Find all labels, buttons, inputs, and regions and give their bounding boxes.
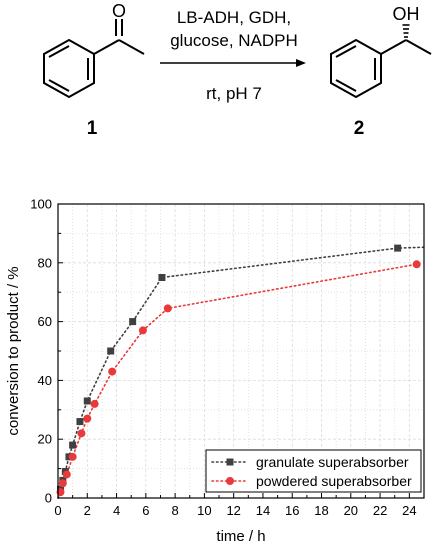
powdered-data-point [163,304,172,313]
x-tick-label: 22 [373,503,387,518]
reaction-scheme: O 1 LB-ADH, GDH, glucose, NADPH rt, pH 7… [43,1,432,139]
x-tick-label: 12 [226,503,240,518]
granulate-data-point [158,274,166,281]
granulate-data-point [107,347,115,355]
x-tick-label: 20 [344,503,358,518]
powdered-data-point [83,414,92,423]
reagents-line-1: LB-ADH, GDH, [177,8,291,27]
powdered-legend-marker [226,477,234,485]
x-tick-label: 14 [256,503,270,518]
x-tick-label: 18 [314,503,328,518]
x-tick-label: 16 [285,503,299,518]
granulate-data-point [83,397,91,405]
powdered-data-point [77,429,86,438]
y-tick-label: 60 [38,314,52,329]
compound-2-structure [330,38,432,99]
reaction-arrow [160,59,306,67]
powdered-data-point [62,470,71,479]
compound-1-oxygen: O [112,1,126,21]
y-tick-label: 100 [30,197,52,212]
reagents-line-2: glucose, NADPH [170,31,298,50]
x-tick-label: 24 [402,503,416,518]
y-tick-label: 80 [38,255,52,270]
granulate-legend-label: granulate superabsorber [256,454,409,470]
granulate-data-point [76,418,84,426]
compound-2-label: 2 [354,118,365,139]
granulate-data-point [69,441,77,449]
x-tick-label: 0 [54,503,61,518]
powdered-legend-label: powdered superabsorber [256,473,412,489]
powdered-data-point [90,399,99,408]
x-tick-label: 8 [172,503,179,518]
compound-1-structure [43,19,145,99]
x-tick-label: 6 [142,503,149,518]
powdered-data-point [138,326,147,335]
axis-ticks [57,203,425,499]
y-axis-label: conversion to product / % [5,266,22,435]
powdered-data-point [58,479,67,488]
x-axis-label: time / h [216,528,265,545]
legend: granulate superabsorber powdered superabs… [205,449,422,493]
x-tick-label: 2 [84,503,91,518]
granulate-data-point [129,318,137,326]
granulate-data-point [394,244,402,252]
y-tick-label: 40 [38,373,52,388]
y-tick-label: 0 [45,491,52,506]
reaction-conditions: rt, pH 7 [206,84,262,103]
grid [58,204,424,498]
powdered-data-point [412,260,421,269]
compound-1-label: 1 [87,118,98,139]
powdered-data-point [68,452,77,461]
legend-box [205,449,422,493]
x-tick-label: 4 [113,503,120,518]
y-tick-label: 20 [38,432,52,447]
x-tick-label: 10 [197,503,211,518]
compound-2-hashed-bond [402,24,410,38]
powdered-data-point [108,367,117,376]
compound-2-hydroxyl: OH [393,4,420,24]
granulate-legend-marker [226,458,234,466]
